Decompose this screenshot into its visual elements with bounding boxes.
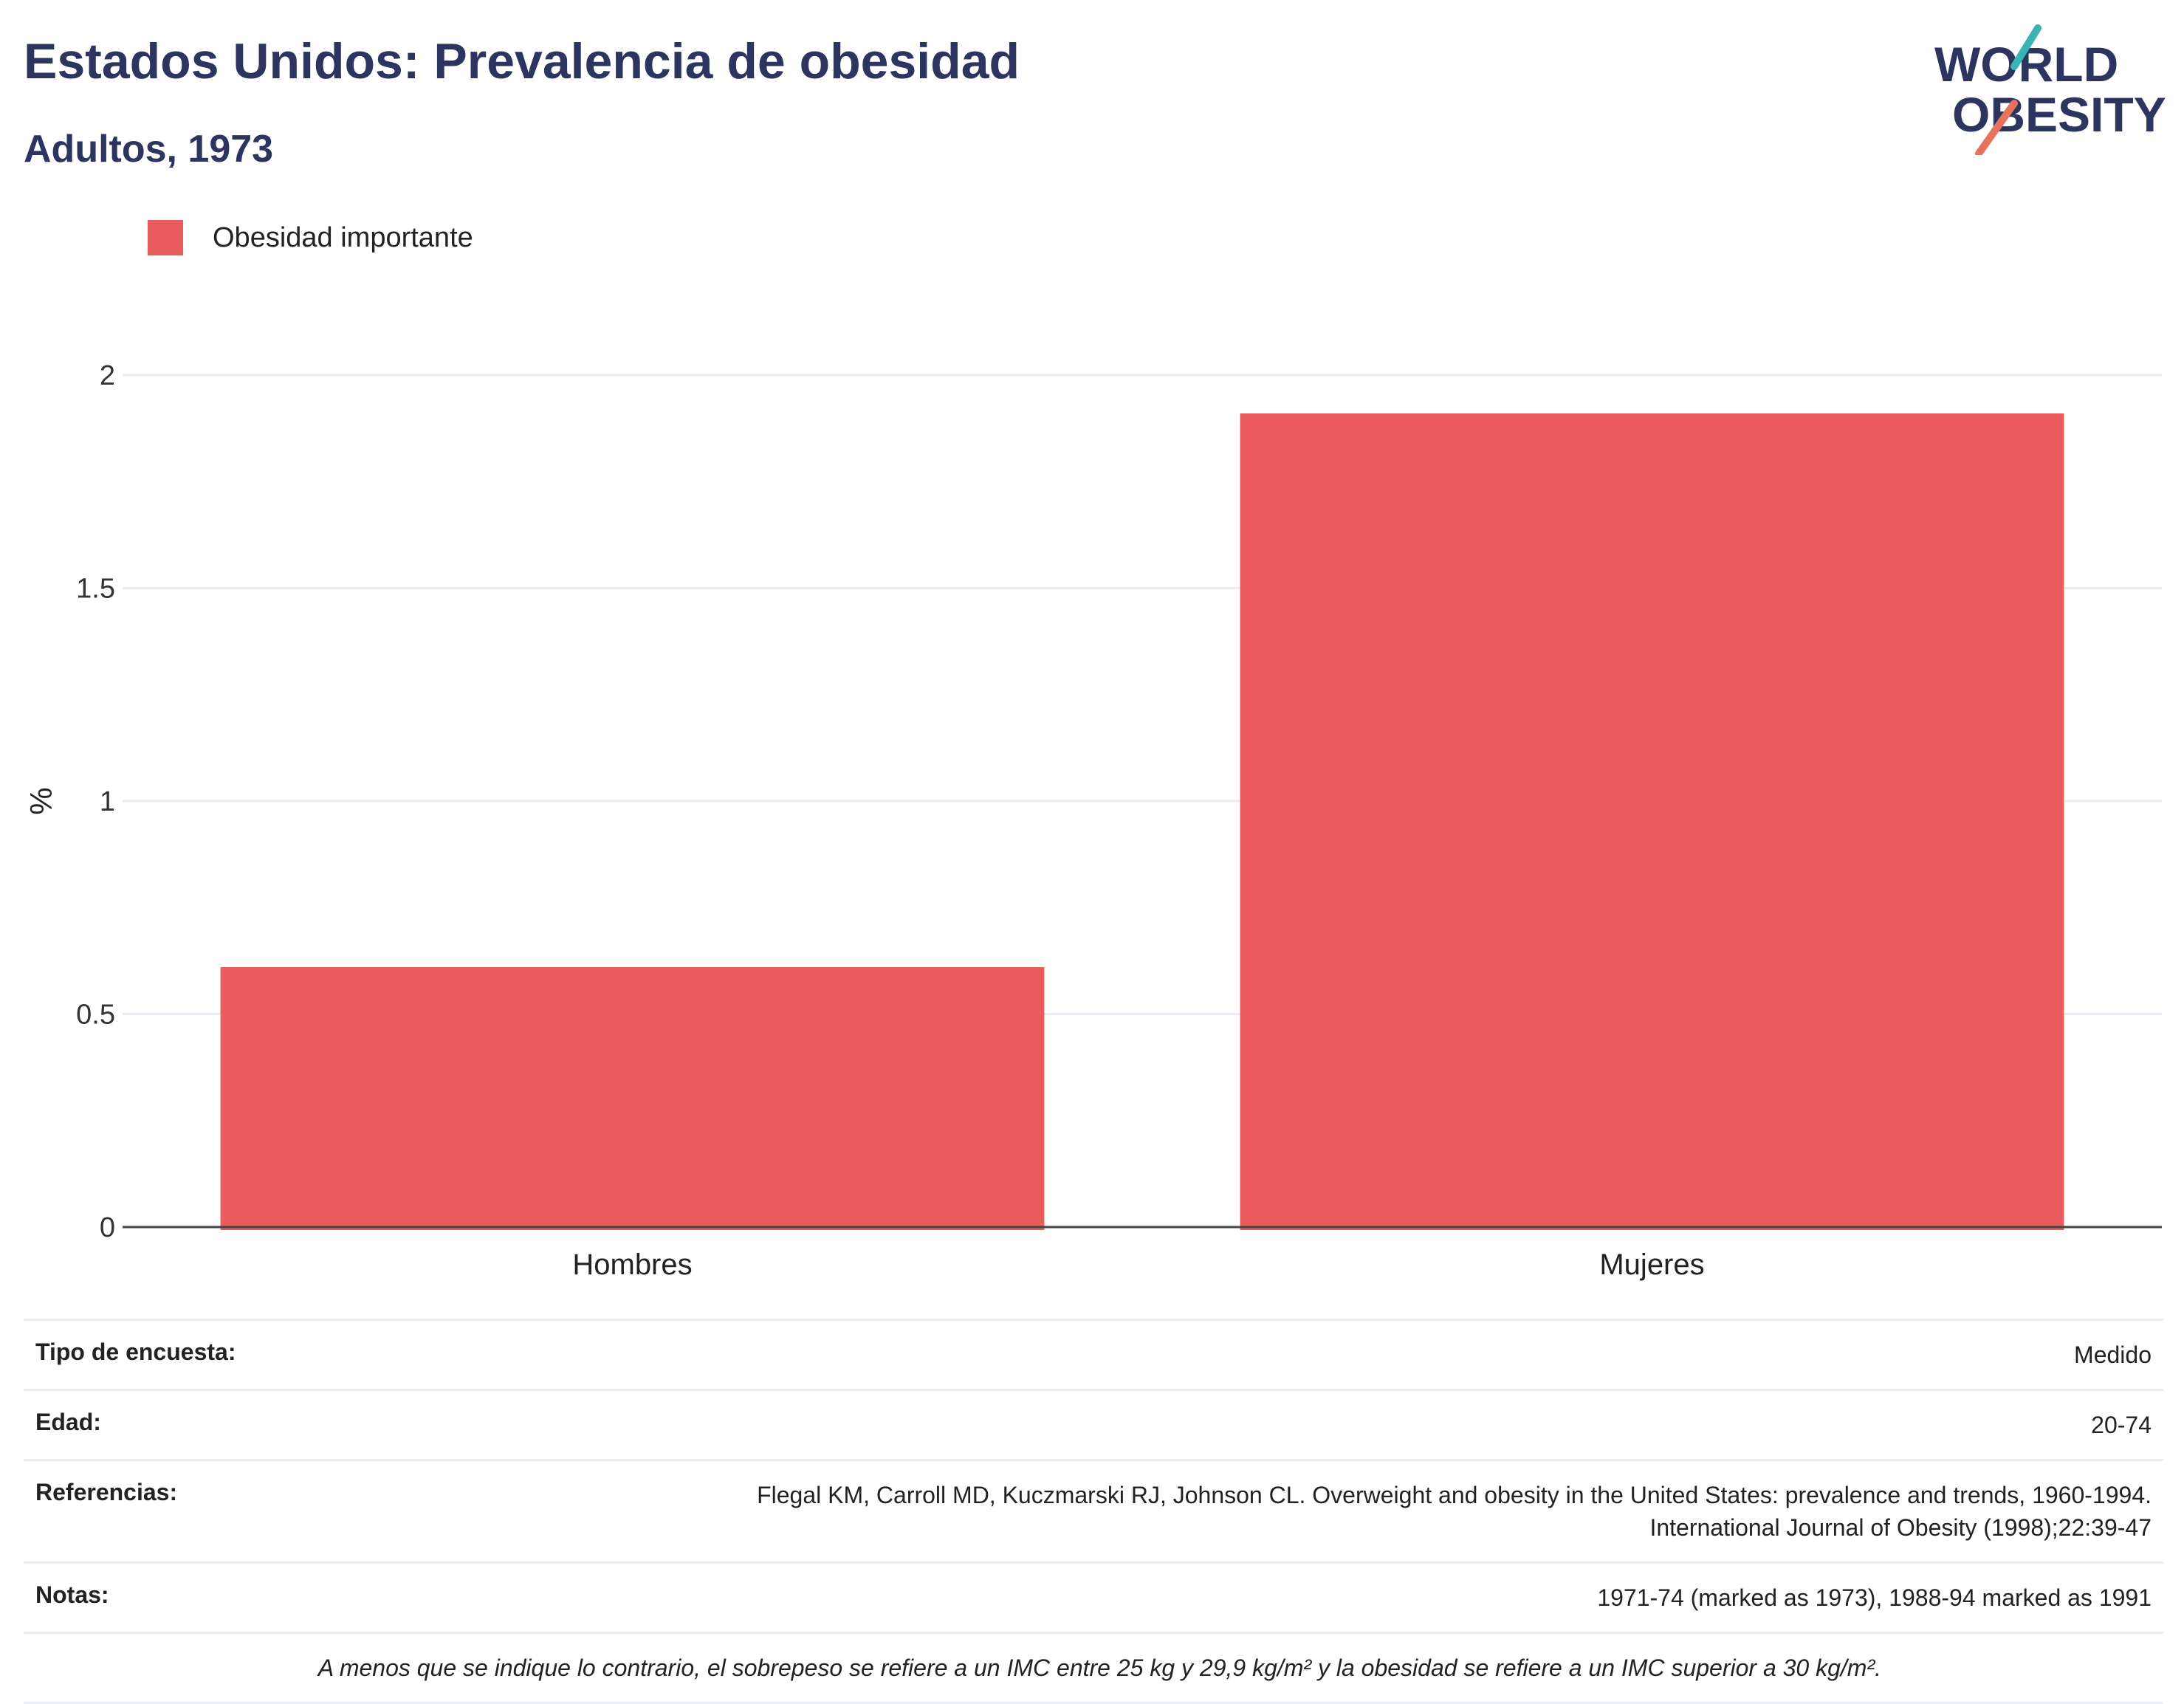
references-line1: Flegal KM, Carroll MD, Kuczmarski RJ, Jo… xyxy=(757,1482,2152,1508)
info-row-notes: Notas: 1971-74 (marked as 1973), 1988-94… xyxy=(24,1562,2163,1632)
world-obesity-logo: WORLD OBESITY xyxy=(1934,24,2166,155)
info-row-survey: Tipo de encuesta: Medido xyxy=(24,1319,2163,1389)
info-row-references: Referencias: Flegal KM, Carroll MD, Kucz… xyxy=(24,1459,2163,1562)
references-line2: International Journal of Obesity (1998);… xyxy=(1649,1514,2152,1541)
survey-label: Tipo de encuesta: xyxy=(35,1339,236,1365)
references-value: Flegal KM, Carroll MD, Kuczmarski RJ, Jo… xyxy=(757,1479,2152,1544)
chart-subtitle: Adultos, 1973 xyxy=(24,128,274,171)
legend-label: Obesidad importante xyxy=(213,221,473,253)
chart-title: Estados Unidos: Prevalencia de obesidad xyxy=(24,33,1020,89)
y-axis-label: % xyxy=(24,787,58,814)
legend: Obesidad importante xyxy=(148,220,473,255)
notes-label: Notas: xyxy=(35,1581,109,1608)
logo-line2: OBESITY xyxy=(1952,87,2166,142)
age-label: Edad: xyxy=(35,1409,101,1435)
bar-mujeres xyxy=(1240,413,2064,1231)
footnote: A menos que se indique lo contrario, el … xyxy=(317,1655,1881,1681)
bar-hombres xyxy=(220,967,1045,1230)
notes-value: 1971-74 (marked as 1973), 1988-94 marked… xyxy=(1597,1584,2152,1611)
survey-value: Medido xyxy=(2074,1341,2152,1368)
x-tick-label: Mujeres xyxy=(1599,1248,1704,1281)
y-tick-label: 2 xyxy=(100,360,115,391)
bar-chart: 0 0.5 1 1.5 2% Hombres Mujeres xyxy=(24,360,2162,1281)
age-value: 20-74 xyxy=(2091,1412,2152,1438)
y-tick-label: 1.5 xyxy=(76,574,115,605)
references-label: Referencias: xyxy=(35,1479,178,1505)
info-row-footnote: A menos que se indique lo contrario, el … xyxy=(24,1632,2163,1704)
legend-swatch xyxy=(148,220,183,255)
y-tick-label: 0.5 xyxy=(76,1000,115,1031)
y-tick-label: 1 xyxy=(100,786,115,817)
x-tick-label: Hombres xyxy=(572,1248,692,1281)
info-table: Tipo de encuesta: Medido Edad: 20-74 Ref… xyxy=(24,1319,2163,1704)
info-row-age: Edad: 20-74 xyxy=(24,1389,2163,1459)
y-tick-label: 0 xyxy=(100,1212,115,1243)
